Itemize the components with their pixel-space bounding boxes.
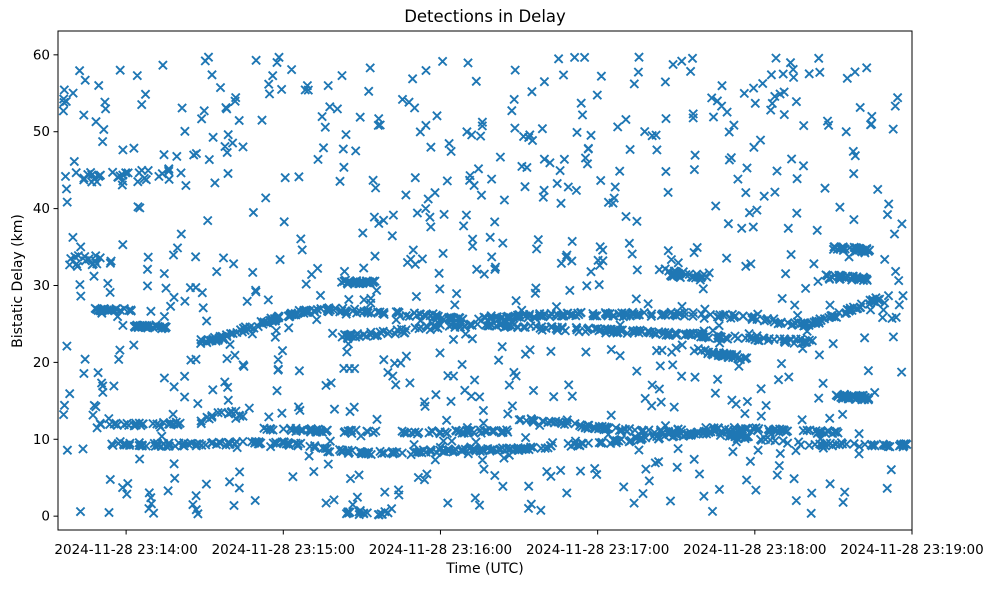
x-tick-label: 2024-11-28 23:19:00 — [840, 542, 983, 558]
chart-title: Detections in Delay — [404, 7, 566, 26]
y-tick-label: 0 — [41, 509, 50, 525]
x-tick-label: 2024-11-28 23:17:00 — [526, 542, 669, 558]
x-tick-label: 2024-11-28 23:15:00 — [212, 542, 355, 558]
x-axis-label: Time (UTC) — [446, 561, 524, 577]
plot-frame — [57, 30, 913, 531]
y-axis-label: Bistatic Delay (km) — [10, 213, 26, 348]
y-tick-label: 40 — [33, 201, 50, 217]
y-tick-label: 30 — [33, 278, 50, 294]
x-tick-label: 2024-11-28 23:14:00 — [54, 542, 197, 558]
y-tick-label: 20 — [33, 355, 50, 371]
detection-markers — [58, 52, 912, 520]
x-axis-ticks: 2024-11-28 23:14:00 2024-11-28 23:15:00 20… — [54, 530, 984, 558]
y-axis-label-container: Bistatic Delay (km) — [0, 31, 36, 530]
y-tick-label: 50 — [33, 124, 50, 140]
x-tick-label: 2024-11-28 23:18:00 — [683, 542, 826, 558]
y-axis-ticks: 0 10 20 30 40 50 60 — [33, 47, 58, 525]
y-tick-label: 60 — [33, 47, 50, 63]
x-tick-label: 2024-11-28 23:16:00 — [369, 542, 512, 558]
y-tick-label: 10 — [33, 432, 50, 448]
